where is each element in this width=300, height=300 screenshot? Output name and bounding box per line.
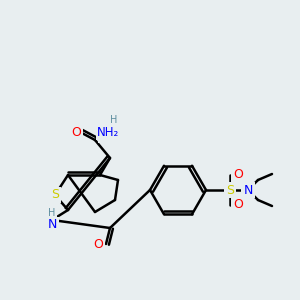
- Text: S: S: [51, 188, 59, 202]
- Text: N: N: [243, 184, 253, 196]
- Text: O: O: [93, 238, 103, 250]
- Text: O: O: [233, 199, 243, 212]
- Text: H: H: [48, 208, 56, 218]
- Text: H: H: [108, 123, 116, 133]
- Text: H: H: [110, 115, 118, 125]
- Text: O: O: [71, 125, 81, 139]
- Text: NH₂: NH₂: [97, 125, 119, 139]
- Text: N: N: [47, 218, 57, 232]
- Text: NH₂: NH₂: [99, 131, 121, 141]
- Text: S: S: [226, 184, 234, 196]
- Text: O: O: [233, 169, 243, 182]
